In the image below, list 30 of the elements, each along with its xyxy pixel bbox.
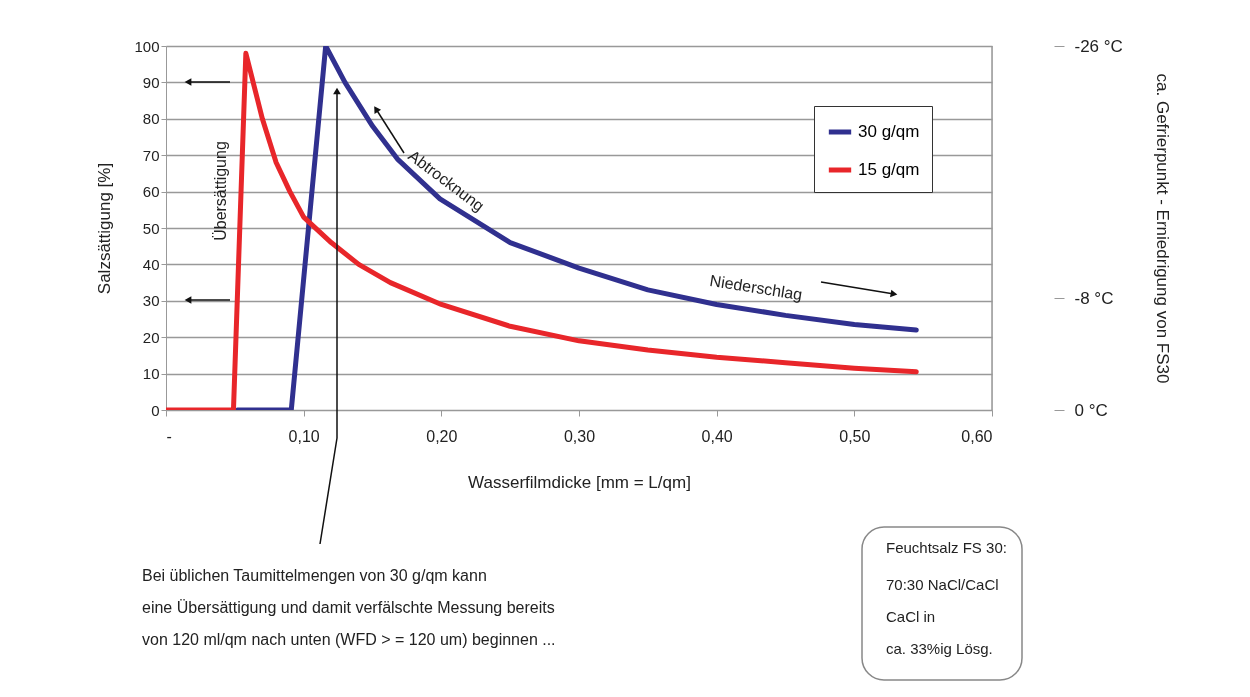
y2-tick-label: 0 °C (1074, 400, 1108, 420)
y-tick-label: 80 (142, 110, 160, 128)
x-tick-label: 0,60 (961, 427, 993, 445)
y-tick-label: 50 (142, 219, 160, 237)
text: Feuchtsalz FS 30: (886, 539, 1007, 556)
x-tick-label: 0,40 (701, 427, 733, 445)
y2-axis-title: ca. Gefrierpunkt - Erniedrigung von FS30 (1152, 73, 1172, 384)
y-tick-label: 100 (134, 37, 160, 55)
y-tick-label: 60 (142, 183, 160, 201)
y2-tick-label: -26 °C (1074, 36, 1123, 56)
y-tick-label: 90 (142, 73, 160, 91)
x-tick-label: 0,30 (563, 427, 596, 445)
x-axis-title: Wasserfilmdicke [mm = L/qm] (468, 472, 691, 492)
text: Bei üblichen Taumittelmengen von 30 g/qm kann eine Übersättigung und damit verfälschte Messung bereits von 120 ml/qm nach unten (WFD > = 120 um) beginnen ... (142, 567, 556, 648)
y-tick-label: 20 (142, 328, 160, 346)
x-tick-label: - (166, 427, 172, 445)
y-tick-label: 0 (151, 401, 160, 419)
legend-label: 15 g/qm (858, 160, 920, 179)
y-tick-label: 40 (142, 255, 160, 273)
y-tick-label: 70 (142, 146, 160, 164)
annotation: Übersättigung (212, 141, 229, 241)
y2-tick-label: -8 °C (1074, 288, 1114, 308)
legend-label: 30 g/qm (858, 122, 920, 141)
x-tick-label: 0,10 (288, 427, 320, 445)
y-tick-label: 10 (142, 365, 160, 383)
text: 70:30 NaCl/CaCl CaCl in ca. 33%ig Lösg. (886, 576, 999, 657)
y-tick-label: 30 (142, 292, 160, 310)
x-tick-label: 0,50 (839, 427, 871, 445)
y-axis-title: Salzsättigung [%] (95, 162, 115, 295)
x-tick-label: 0,20 (426, 427, 458, 445)
